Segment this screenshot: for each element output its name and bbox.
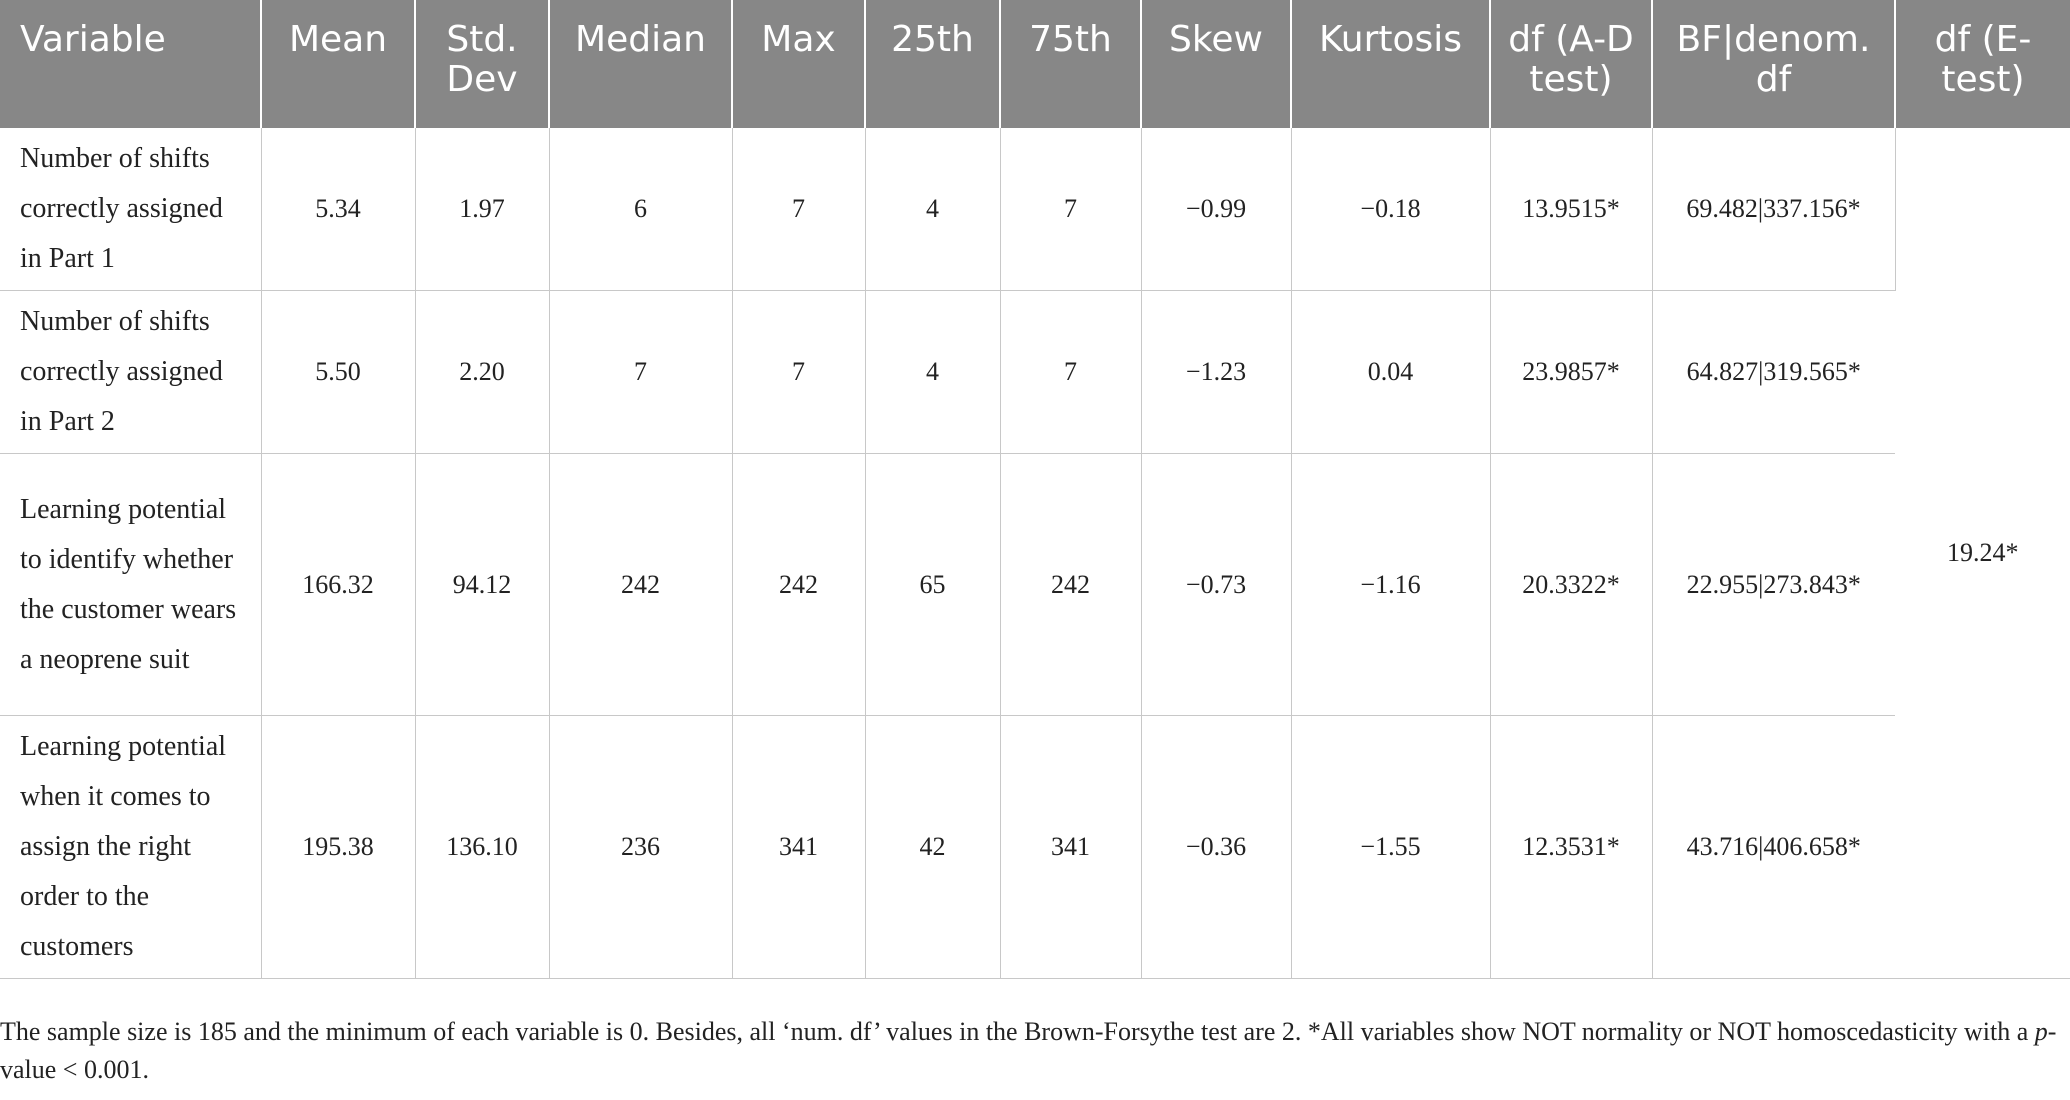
cell-bf-denom-df: 22.955|273.843*	[1652, 453, 1895, 716]
statistics-table: Variable Mean Std. Dev Median Max 25th 7…	[0, 0, 2070, 979]
header-skew: Skew	[1141, 0, 1292, 128]
cell-variable: Learning potential to identify whether t…	[0, 453, 262, 716]
header-variable: Variable	[0, 0, 262, 128]
cell-bf-denom-df: 43.716|406.658*	[1652, 715, 1895, 979]
header-df-e-test: df (E-test)	[1895, 0, 2070, 128]
cell-skew: −0.99	[1141, 128, 1292, 291]
cell-median: 236	[549, 715, 733, 979]
cell-mean: 5.50	[261, 290, 416, 454]
cell-max: 242	[732, 453, 866, 716]
cell-kurtosis: −1.16	[1291, 453, 1491, 716]
table-row: Number of shifts correctly assigned in P…	[0, 128, 2070, 979]
cell-bf-denom-df: 69.482|337.156*	[1652, 128, 1896, 291]
header-median: Median	[549, 0, 733, 128]
cell-skew: −0.73	[1141, 453, 1292, 716]
header-kurtosis: Kurtosis	[1291, 0, 1491, 128]
cell-max: 341	[732, 715, 866, 979]
cell-df-ad: 23.9857*	[1490, 290, 1653, 454]
cell-bf-denom-df: 64.827|319.565*	[1652, 290, 1895, 454]
cell-std-dev: 1.97	[415, 128, 550, 291]
cell-max: 7	[732, 128, 866, 291]
cell-df-ad: 13.9515*	[1490, 128, 1653, 291]
cell-skew: −0.36	[1141, 715, 1292, 979]
cell-variable: Learning potential when it comes to assi…	[0, 715, 262, 979]
cell-25th: 42	[865, 715, 1001, 979]
table-footnote: The sample size is 185 and the minimum o…	[0, 1013, 2060, 1089]
header-75th: 75th	[1000, 0, 1142, 128]
cell-median: 6	[549, 128, 733, 291]
footnote-text: The sample size is 185 and the minimum o…	[0, 1017, 2035, 1046]
header-row: Variable Mean Std. Dev Median Max 25th 7…	[0, 0, 2070, 128]
footnote-p-italic: p	[2034, 1017, 2048, 1046]
cell-variable: Number of shifts correctly assigned in P…	[0, 290, 262, 454]
cell-75th: 7	[1000, 128, 1142, 291]
cell-mean: 5.34	[261, 128, 416, 291]
table-container: Variable Mean Std. Dev Median Max 25th 7…	[0, 0, 2070, 979]
cell-75th: 341	[1000, 715, 1142, 979]
cell-mean: 195.38	[261, 715, 416, 979]
cell-std-dev: 94.12	[415, 453, 550, 716]
cell-median: 7	[549, 290, 733, 454]
cell-75th: 7	[1000, 290, 1142, 454]
table-row: Learning potential when it comes to assi…	[0, 715, 2070, 979]
cell-mean: 166.32	[261, 453, 416, 716]
table-row: Learning potential to identify whether t…	[0, 453, 2070, 716]
cell-variable: Number of shifts correctly assigned in P…	[0, 128, 262, 291]
header-max: Max	[732, 0, 866, 128]
cell-kurtosis: −1.55	[1291, 715, 1491, 979]
cell-df-e-test: 19.24*	[1895, 128, 2070, 979]
cell-median: 242	[549, 453, 733, 716]
table-row: Number of shifts correctly assigned in P…	[0, 290, 2070, 454]
header-bf-denom-df: BF|denom. df	[1652, 0, 1896, 128]
cell-25th: 65	[865, 453, 1001, 716]
header-std-dev: Std. Dev	[415, 0, 550, 128]
cell-std-dev: 136.10	[415, 715, 550, 979]
cell-std-dev: 2.20	[415, 290, 550, 454]
header-25th: 25th	[865, 0, 1001, 128]
cell-max: 7	[732, 290, 866, 454]
header-df-ad-test: df (A-D test)	[1490, 0, 1653, 128]
cell-kurtosis: −0.18	[1291, 128, 1491, 291]
cell-25th: 4	[865, 290, 1001, 454]
cell-df-ad: 12.3531*	[1490, 715, 1653, 979]
cell-df-ad: 20.3322*	[1490, 453, 1653, 716]
header-mean: Mean	[261, 0, 416, 128]
cell-75th: 242	[1000, 453, 1142, 716]
cell-25th: 4	[865, 128, 1001, 291]
cell-skew: −1.23	[1141, 290, 1292, 454]
cell-kurtosis: 0.04	[1291, 290, 1491, 454]
footnote-text-end: -value < 0.001.	[0, 1017, 2057, 1084]
